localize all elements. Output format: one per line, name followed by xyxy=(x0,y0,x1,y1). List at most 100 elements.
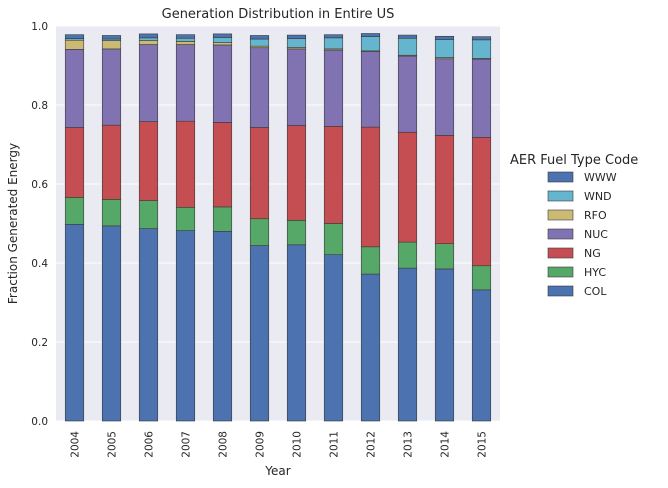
bar-hyc-2014 xyxy=(434,243,455,270)
bar-col-2007 xyxy=(175,230,196,422)
x-tick-label: 2015 xyxy=(477,431,489,458)
bar-wnd-2007 xyxy=(175,37,196,42)
bar-nuc-2009 xyxy=(249,47,270,128)
legend-swatch-rfo xyxy=(547,209,574,221)
bar-wnd-2006 xyxy=(138,37,159,41)
legend-swatch-ng xyxy=(547,247,574,259)
bar-www-2008 xyxy=(212,33,233,38)
legend-label-www: WWW xyxy=(584,171,617,184)
bar-ng-2008 xyxy=(212,122,233,208)
bar-www-2005 xyxy=(101,35,122,40)
legend-swatch-nuc xyxy=(547,228,574,240)
bar-rfo-2007 xyxy=(175,41,196,45)
bar-nuc-2005 xyxy=(101,48,122,126)
chart-title: Generation Distribution in Entire US xyxy=(162,7,395,22)
gridlines xyxy=(56,25,500,422)
bar-www-2011 xyxy=(323,34,344,39)
bars xyxy=(64,33,492,422)
bar-ng-2015 xyxy=(471,137,492,267)
bar-ng-2009 xyxy=(249,127,270,220)
bar-nuc-2013 xyxy=(397,55,418,133)
bar-hyc-2011 xyxy=(323,223,344,256)
bar-ng-2010 xyxy=(286,125,307,221)
x-tick-label: 2004 xyxy=(70,431,82,458)
bar-hyc-2009 xyxy=(249,218,270,246)
bar-ng-2006 xyxy=(138,121,159,201)
bar-hyc-2010 xyxy=(286,220,307,246)
bar-wnd-2015 xyxy=(471,39,492,59)
bar-nuc-2014 xyxy=(434,58,455,136)
bar-rfo-2004 xyxy=(64,39,85,50)
legend-label-col: COL xyxy=(584,285,607,298)
y-tick-label: 0.6 xyxy=(31,179,48,191)
bar-hyc-2005 xyxy=(101,199,122,227)
bar-ng-2004 xyxy=(64,127,85,198)
bar-www-2004 xyxy=(64,34,85,39)
x-tick-label: 2006 xyxy=(144,431,156,458)
bar-wnd-2014 xyxy=(434,39,455,58)
bar-rfo-2005 xyxy=(101,40,122,50)
bar-nuc-2011 xyxy=(323,49,344,127)
x-tick-label: 2013 xyxy=(403,431,415,458)
bar-nuc-2012 xyxy=(360,51,381,128)
bar-www-2009 xyxy=(249,35,270,40)
legend-label-nuc: NUC xyxy=(584,228,608,241)
bar-hyc-2007 xyxy=(175,207,196,231)
bar-rfo-2008 xyxy=(212,42,233,46)
bar-ng-2014 xyxy=(434,135,455,244)
bar-hyc-2008 xyxy=(212,206,233,232)
legend-label-ng: NG xyxy=(584,247,601,260)
bar-hyc-2015 xyxy=(471,265,492,291)
x-tick-label: 2011 xyxy=(329,431,341,458)
legend-label-wnd: WND xyxy=(584,190,612,203)
bar-nuc-2008 xyxy=(212,44,233,123)
x-tick-label: 2007 xyxy=(181,431,193,458)
bar-www-2015 xyxy=(471,36,492,41)
bar-col-2008 xyxy=(212,231,233,422)
bar-www-2014 xyxy=(434,35,455,40)
x-tick-label: 2009 xyxy=(255,431,267,458)
bar-col-2005 xyxy=(101,225,122,422)
x-tick-label: 2012 xyxy=(366,431,378,458)
bar-col-2009 xyxy=(249,245,270,422)
bar-nuc-2010 xyxy=(286,48,307,126)
legend-label-rfo: RFO xyxy=(584,209,607,222)
bar-ng-2013 xyxy=(397,131,418,243)
bar-hyc-2013 xyxy=(397,241,418,269)
bar-www-2006 xyxy=(138,33,159,39)
bar-wnd-2010 xyxy=(286,38,307,48)
bar-hyc-2004 xyxy=(64,197,85,225)
bar-col-2010 xyxy=(286,244,307,422)
x-tick-label: 2008 xyxy=(218,431,230,458)
bar-wnd-2011 xyxy=(323,37,344,50)
x-axis-label: Year xyxy=(264,464,290,478)
bar-ng-2012 xyxy=(360,126,381,248)
legend-title: AER Fuel Type Code xyxy=(510,153,638,168)
x-tick-label: 2014 xyxy=(440,431,452,458)
bar-ng-2007 xyxy=(175,120,196,208)
y-tick-label: 0.8 xyxy=(31,100,48,112)
bar-ng-2005 xyxy=(101,124,122,200)
bar-hyc-2012 xyxy=(360,246,381,275)
y-tick-label: 0.4 xyxy=(31,258,48,270)
bar-col-2015 xyxy=(471,289,492,422)
bar-rfo-2006 xyxy=(138,40,159,45)
legend-label-hyc: HYC xyxy=(584,266,606,279)
bar-wnd-2012 xyxy=(360,36,381,52)
y-tick-labels: 0.0 0.2 0.4 0.6 0.8 1.0 xyxy=(31,21,48,428)
bar-nuc-2007 xyxy=(175,44,196,122)
plot-area xyxy=(56,26,500,421)
x-tick-label: 2010 xyxy=(292,431,304,458)
bar-www-2013 xyxy=(397,34,418,39)
bar-col-2011 xyxy=(323,254,344,422)
bar-col-2012 xyxy=(360,273,381,422)
bar-nuc-2006 xyxy=(138,44,159,122)
bar-nuc-2015 xyxy=(471,58,492,138)
legend-swatch-hyc xyxy=(547,266,574,278)
y-tick-label: 0.0 xyxy=(31,416,48,428)
bar-www-2007 xyxy=(175,34,196,39)
bar-col-2014 xyxy=(434,268,455,422)
bar-wnd-2009 xyxy=(249,38,270,47)
legend-swatch-www xyxy=(547,171,574,183)
